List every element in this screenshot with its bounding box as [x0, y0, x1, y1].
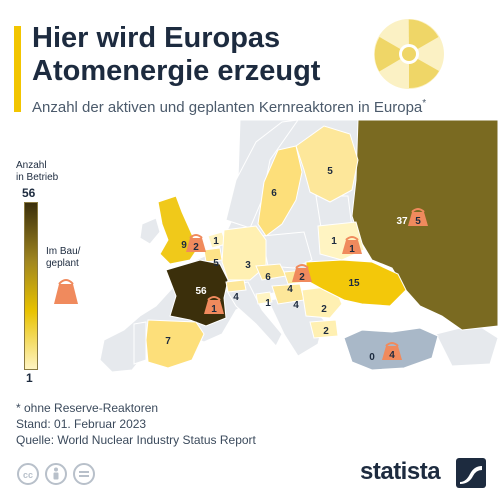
tower-turkey: 4 [382, 342, 402, 361]
tower-russia: 5 [408, 208, 428, 227]
land-portugal [133, 321, 147, 365]
country-ukraine [305, 259, 407, 307]
count-slovakia: 4 [287, 284, 293, 295]
country-switzerland [225, 279, 247, 293]
count-france: 56 [195, 286, 207, 297]
legend-title: Anzahl in Betrieb [16, 160, 58, 184]
legend-max-label: 56 [22, 186, 36, 200]
tower-slovakia-count: 2 [299, 272, 305, 283]
footnote-note: * ohne Reserve-Reaktoren [16, 401, 159, 415]
statista-logo-text: statista [360, 458, 441, 485]
count-turkey: 0 [369, 352, 375, 363]
tower-belarus-count: 1 [349, 244, 355, 255]
legend-construction-label: Im Bau/ geplant [46, 246, 80, 270]
tower-belarus: 1 [342, 236, 362, 255]
count-czechia: 6 [265, 272, 271, 283]
count-uk: 9 [181, 240, 187, 251]
land-norway [225, 120, 299, 229]
land-ireland [139, 217, 161, 245]
subtitle-text: Anzahl der aktiven und geplanten Kernrea… [32, 99, 423, 116]
equals-icon [73, 463, 95, 485]
subtitle-footnote-mark: * [422, 98, 427, 109]
land-poland [261, 231, 313, 269]
tower-uk-count: 2 [193, 242, 199, 253]
country-spain [145, 319, 205, 369]
accent-bar [14, 26, 21, 112]
count-belarus: 1 [331, 236, 337, 247]
count-sweden: 6 [271, 188, 277, 199]
cooling-tower-icon [54, 279, 78, 304]
count-ukraine: 15 [348, 278, 360, 289]
count-bulgaria: 2 [323, 326, 329, 337]
country-bulgaria [309, 319, 339, 339]
tower-france: 1 [204, 296, 224, 315]
subtitle: Anzahl der aktiven und geplanten Kernrea… [32, 98, 426, 116]
country-finland [295, 125, 359, 203]
tower-slovakia: 2 [292, 264, 312, 283]
legend-color-scale [24, 202, 38, 370]
count-slovenia: 1 [265, 298, 271, 309]
count-hungary: 4 [293, 300, 299, 311]
legend-min-label: 1 [26, 371, 33, 385]
legend-title-line-1: Anzahl [16, 160, 47, 171]
statista-logo-icon [456, 458, 486, 488]
count-spain: 7 [165, 336, 171, 347]
count-romania: 2 [321, 304, 327, 315]
country-sweden [257, 145, 303, 237]
country-germany [221, 225, 267, 281]
count-switzerland: 4 [233, 292, 239, 303]
land-italy [223, 281, 283, 347]
radiation-icon [374, 19, 444, 89]
footnote: * ohne Reserve-Reaktoren Stand: 01. Febr… [16, 400, 256, 448]
count-russia: 37 [396, 216, 408, 227]
tower-uk: 2 [186, 234, 206, 253]
legend-construction-line-1: Im Bau/ [46, 246, 81, 257]
tower-russia-count: 5 [415, 216, 421, 227]
europe-map: 56 37 15 9 7 6 6 5 5 4 4 4 3 2 2 1 1 1 0… [0, 120, 498, 400]
license-icons: cc [17, 463, 95, 485]
country-slovenia [255, 291, 273, 305]
count-netherlands: 1 [213, 236, 219, 247]
cc-icon: cc [17, 463, 39, 485]
footnote-date: Stand: 01. Februar 2023 [16, 417, 147, 431]
person-icon [45, 463, 67, 485]
count-belgium: 5 [213, 258, 219, 269]
tower-france-count: 1 [211, 304, 217, 315]
page-title: Hier wird Europas Atomenergie erzeugt [32, 22, 320, 88]
count-finland: 5 [327, 166, 333, 177]
title-line-2: Atomenergie erzeugt [32, 55, 321, 87]
legend-construction-line-2: geplant [46, 258, 79, 269]
legend-title-line-2: in Betrieb [16, 172, 59, 183]
tower-turkey-count: 4 [389, 350, 395, 361]
footnote-source: Quelle: World Nuclear Industry Status Re… [16, 433, 256, 447]
svg-text:cc: cc [23, 470, 33, 480]
title-line-1: Hier wird Europas [32, 22, 281, 54]
count-germany: 3 [245, 260, 251, 271]
